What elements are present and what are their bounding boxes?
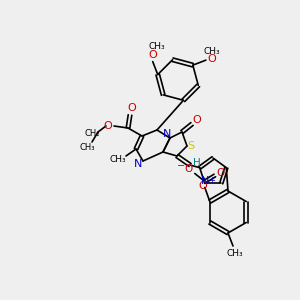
Text: O: O — [185, 164, 193, 175]
Text: CH₃: CH₃ — [227, 248, 243, 257]
Text: O: O — [193, 115, 201, 125]
Text: O: O — [103, 121, 112, 131]
Text: N: N — [163, 129, 171, 139]
Text: O: O — [148, 50, 157, 60]
Text: N: N — [134, 159, 142, 169]
Text: CH₃: CH₃ — [148, 42, 165, 51]
Text: O: O — [217, 169, 225, 178]
Text: CH₂: CH₂ — [84, 130, 100, 139]
Text: +: + — [208, 176, 215, 185]
Text: N: N — [201, 176, 209, 187]
Text: S: S — [188, 141, 195, 151]
Text: O: O — [208, 54, 216, 64]
Text: O: O — [198, 181, 207, 191]
Text: O: O — [128, 103, 136, 113]
Text: CH₃: CH₃ — [79, 143, 95, 152]
Text: CH₃: CH₃ — [110, 154, 126, 164]
Text: H: H — [193, 158, 201, 168]
Text: CH₃: CH₃ — [203, 47, 220, 56]
Text: −: − — [177, 160, 185, 170]
